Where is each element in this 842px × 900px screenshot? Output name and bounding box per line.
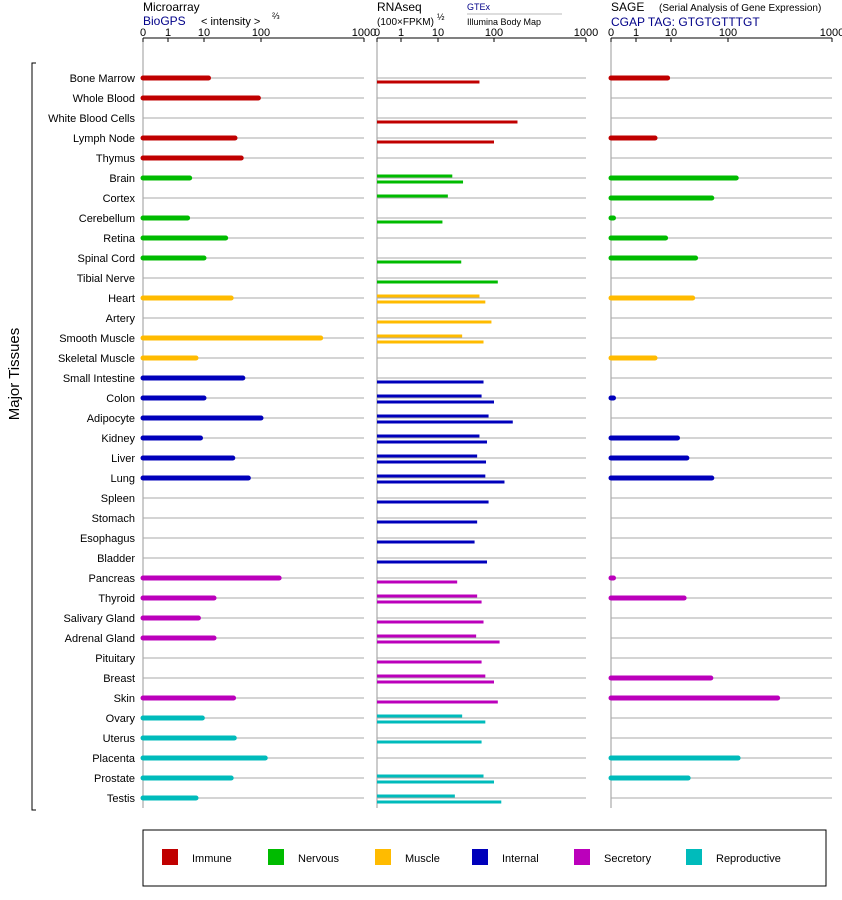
rnaseq-scale-exponent: ½ bbox=[437, 12, 445, 22]
tissue-label: Skeletal Muscle bbox=[58, 353, 135, 365]
tissue-label: Artery bbox=[106, 313, 136, 325]
sage-tick-label-10: 10 bbox=[665, 27, 677, 39]
tissue-label: Spinal Cord bbox=[78, 253, 135, 265]
legend-item-secretory: Secretory bbox=[574, 849, 652, 865]
legend-label: Nervous bbox=[298, 853, 339, 865]
tissue-label: Colon bbox=[106, 393, 135, 405]
legend-label: Muscle bbox=[405, 853, 440, 865]
sage-subtitle: CGAP TAG: GTGTGTTTGT bbox=[611, 15, 760, 29]
legend-swatch bbox=[472, 849, 488, 865]
tissue-label: White Blood Cells bbox=[48, 113, 135, 125]
rnaseq-axis: 0 1 10 100 1000 bbox=[374, 27, 598, 808]
tissue-label: Liver bbox=[111, 453, 135, 465]
sage-tick-label-1000: 1000 bbox=[820, 27, 842, 39]
tissue-label: Esophagus bbox=[80, 533, 136, 545]
tissue-labels: Bone Marrow Whole Blood White Blood Cells L… bbox=[48, 73, 136, 805]
tissue-label: Skin bbox=[114, 693, 135, 705]
tissue-label: Cortex bbox=[103, 193, 136, 205]
legend-item-internal: Internal bbox=[472, 849, 539, 865]
legend: Immune Nervous Muscle Internal Secretory Repr… bbox=[142, 829, 827, 887]
legend-item-immune: Immune bbox=[162, 849, 232, 865]
sage-tick-label-0: 0 bbox=[608, 27, 614, 39]
tissue-label: Cerebellum bbox=[79, 213, 135, 225]
tissue-label: Spleen bbox=[101, 493, 135, 505]
tissue-label: Breast bbox=[103, 673, 135, 685]
rnaseq-tick-label-0: 0 bbox=[374, 27, 380, 39]
legend-swatch bbox=[686, 849, 702, 865]
legend-swatch bbox=[574, 849, 590, 865]
sage-tick-label-1: 1 bbox=[633, 27, 639, 39]
tissue-label: Bone Marrow bbox=[70, 73, 135, 85]
microarray-tick-label-10: 10 bbox=[198, 27, 210, 39]
microarray-tick-label-1: 1 bbox=[165, 27, 171, 39]
legend-swatch bbox=[375, 849, 391, 865]
microarray-tick-label-0: 0 bbox=[140, 27, 146, 39]
sage-title: SAGE bbox=[611, 0, 644, 14]
microarray-tick-label-1000: 1000 bbox=[352, 27, 376, 39]
rnaseq-tick-label-100: 100 bbox=[485, 27, 503, 39]
tissue-label: Salivary Gland bbox=[63, 613, 135, 625]
tissue-label: Adipocyte bbox=[87, 413, 135, 425]
tissue-label: Pituitary bbox=[95, 653, 135, 665]
sage-tick-label-100: 100 bbox=[719, 27, 737, 39]
microarray-scale-label: < intensity > bbox=[201, 16, 260, 28]
sage-title-note: (Serial Analysis of Gene Expression) bbox=[659, 3, 821, 14]
y-axis-label: Major Tissues bbox=[6, 328, 23, 421]
legend-label: Internal bbox=[502, 853, 539, 865]
tissue-label: Bladder bbox=[97, 553, 135, 565]
tissue-label: Brain bbox=[109, 173, 135, 185]
legend-label: Secretory bbox=[604, 853, 652, 865]
legend-swatch bbox=[268, 849, 284, 865]
expression-bars bbox=[140, 75, 781, 804]
tissue-label: Thyroid bbox=[98, 593, 135, 605]
microarray-tick-label-100: 100 bbox=[252, 27, 270, 39]
tissue-label: Heart bbox=[108, 293, 135, 305]
rnaseq-subtitle: (100×FPKM) bbox=[377, 17, 434, 28]
rnaseq-title: RNAseq bbox=[377, 0, 422, 14]
tissue-label: Kidney bbox=[101, 433, 135, 445]
rnaseq-tick-label-10: 10 bbox=[432, 27, 444, 39]
tissue-label: Ovary bbox=[106, 713, 136, 725]
tissue-label: Placenta bbox=[92, 753, 136, 765]
tissue-label: Stomach bbox=[92, 513, 135, 525]
microarray-scale-exponent: ⅔ bbox=[272, 11, 280, 21]
tissue-label: Whole Blood bbox=[73, 93, 135, 105]
tissue-label: Prostate bbox=[94, 773, 135, 785]
tissue-label: Tibial Nerve bbox=[77, 273, 135, 285]
legend-item-muscle: Muscle bbox=[375, 849, 440, 865]
y-axis-bracket bbox=[31, 62, 36, 811]
rnaseq-legend-illumina: Illumina Body Map bbox=[467, 17, 541, 27]
y-axis: Major Tissues bbox=[6, 62, 36, 811]
tissue-label: Smooth Muscle bbox=[59, 333, 135, 345]
legend-item-nervous: Nervous bbox=[268, 849, 339, 865]
microarray-subtitle: BioGPS bbox=[143, 14, 186, 28]
tissue-label: Adrenal Gland bbox=[65, 633, 135, 645]
tissue-label: Retina bbox=[103, 233, 136, 245]
tissue-label: Small Intestine bbox=[63, 373, 135, 385]
legend-item-reproductive: Reproductive bbox=[686, 849, 781, 865]
tissue-label: Lung bbox=[111, 473, 135, 485]
rnaseq-tick-label-1: 1 bbox=[398, 27, 404, 39]
legend-label: Reproductive bbox=[716, 853, 781, 865]
panel-headers: Microarray BioGPS < intensity > ⅔ RNAseq… bbox=[143, 0, 821, 29]
microarray-axis: 0 1 10 100 1000 bbox=[140, 27, 376, 808]
tissue-label: Uterus bbox=[103, 733, 136, 745]
legend-swatch bbox=[162, 849, 178, 865]
tissue-label: Testis bbox=[107, 793, 136, 805]
rnaseq-legend-gtex: GTEx bbox=[467, 2, 491, 12]
legend-label: Immune bbox=[192, 853, 232, 865]
tissue-label: Lymph Node bbox=[73, 133, 135, 145]
microarray-title: Microarray bbox=[143, 0, 200, 14]
rnaseq-tick-label-1000: 1000 bbox=[574, 27, 598, 39]
tissue-label: Thymus bbox=[96, 153, 136, 165]
tissue-label: Pancreas bbox=[89, 573, 136, 585]
